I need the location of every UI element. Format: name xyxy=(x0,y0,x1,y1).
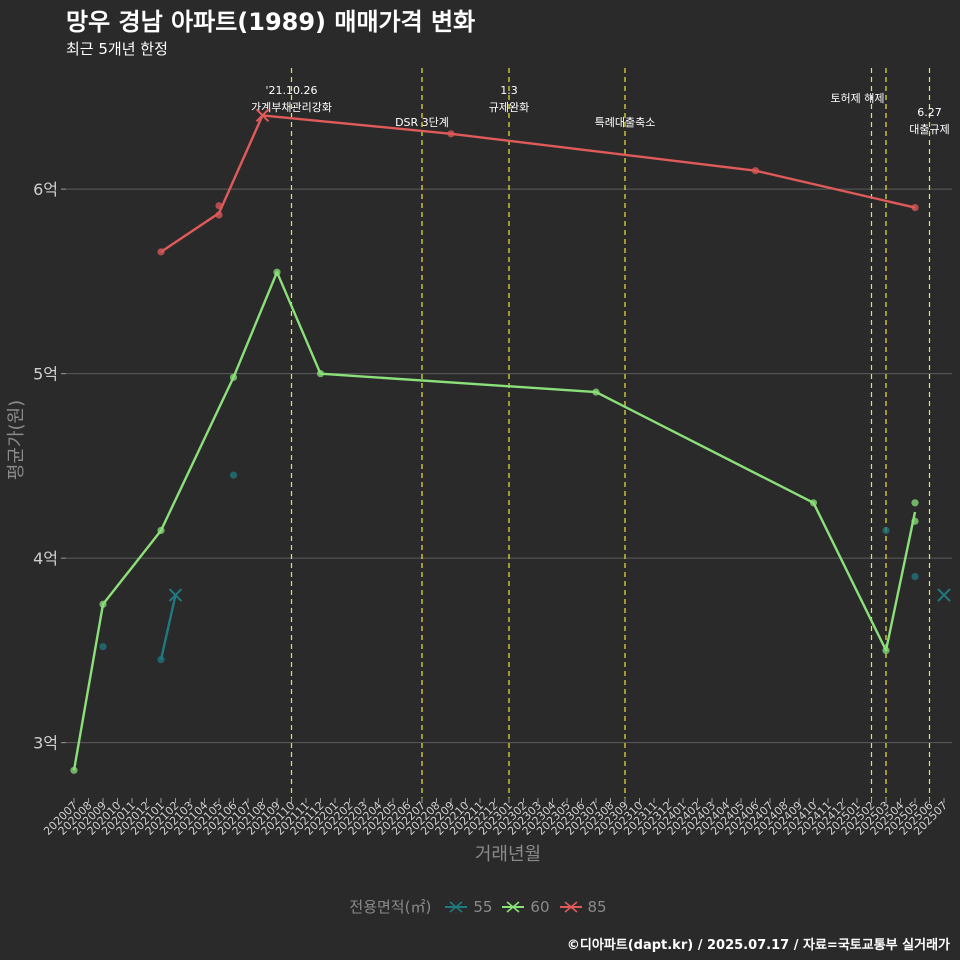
legend: 전용면적(㎡) 55 60 85 xyxy=(0,896,960,917)
event-label: 토허제 해제 xyxy=(830,91,884,105)
data-point-85 xyxy=(447,130,455,138)
data-point-60 xyxy=(316,370,325,378)
event-label: 1.3 xyxy=(500,84,518,97)
data-point-60 xyxy=(229,373,238,381)
legend-label-55: 55 xyxy=(473,897,493,916)
data-point-85 xyxy=(215,211,223,219)
event-label: 가계부채관리강화 xyxy=(251,101,332,114)
y-tick-label: 5억 xyxy=(33,365,58,384)
legend-label-60: 60 xyxy=(530,897,550,916)
x-axis-title: 거래년월 xyxy=(475,844,541,865)
data-point-60 xyxy=(592,388,600,396)
legend-item-55: 55 xyxy=(443,898,492,916)
data-point-55 xyxy=(911,573,919,581)
data-marker-85 xyxy=(255,108,270,123)
data-point-60 xyxy=(157,526,165,535)
legend-label-85: 85 xyxy=(587,897,607,916)
data-point-55 xyxy=(99,643,107,651)
series-line-60 xyxy=(72,271,917,771)
legend-item-85: 85 xyxy=(558,898,607,916)
legend-key-55 xyxy=(445,900,468,913)
event-label: 규제완화 xyxy=(489,101,529,114)
y-axis-title: 평균가(원) xyxy=(6,400,27,480)
chart-subtitle: 최근 5개년 한정 xyxy=(66,40,168,58)
data-point-60 xyxy=(882,646,890,655)
data-point-85 xyxy=(215,202,223,210)
data-point-85 xyxy=(751,167,760,175)
event-label: 6.27 xyxy=(917,106,942,119)
y-tick-label: 4억 xyxy=(33,549,58,568)
series-line-55 xyxy=(159,594,177,660)
data-point-60 xyxy=(273,268,281,276)
data-point-60 xyxy=(911,499,919,507)
y-tick-label: 6억 xyxy=(33,180,58,199)
event-label: 대출규제 xyxy=(909,123,949,136)
y-tick-label: 3억 xyxy=(33,734,58,753)
event-label: 특례대출축소 xyxy=(595,116,656,129)
legend-item-60: 60 xyxy=(500,897,550,916)
series-60 xyxy=(70,268,919,774)
data-point-60 xyxy=(911,517,919,525)
chart-title: 망우 경남 아파트(1989) 매매가격 변화 xyxy=(66,8,476,36)
source-caption: ©디아파트(dapt.kr) / 2025.07.17 / 자료=국토교통부 실… xyxy=(566,938,950,953)
legend-key-60 xyxy=(502,900,525,913)
data-point-85 xyxy=(157,248,165,256)
data-point-55 xyxy=(157,656,165,664)
data-marker-55 xyxy=(937,588,951,602)
legend-title: 전용면적(㎡) xyxy=(349,898,432,916)
data-point-60 xyxy=(809,499,818,507)
event-label: DSR 3단계 xyxy=(395,116,449,129)
axis-layer: 3억4억5억6억20200720200820200920201020201120… xyxy=(33,180,950,838)
series-55 xyxy=(99,471,951,664)
legend-key-85 xyxy=(559,900,582,913)
series-85 xyxy=(157,108,919,256)
series-layer xyxy=(70,108,951,774)
data-point-60 xyxy=(70,766,78,774)
data-point-60 xyxy=(99,600,107,608)
series-line-85 xyxy=(160,114,916,253)
data-point-85 xyxy=(911,204,919,212)
data-marker-55 xyxy=(168,588,183,602)
event-label: '21.10.26 xyxy=(265,84,317,97)
data-point-55 xyxy=(882,526,890,535)
data-point-55 xyxy=(229,471,238,479)
